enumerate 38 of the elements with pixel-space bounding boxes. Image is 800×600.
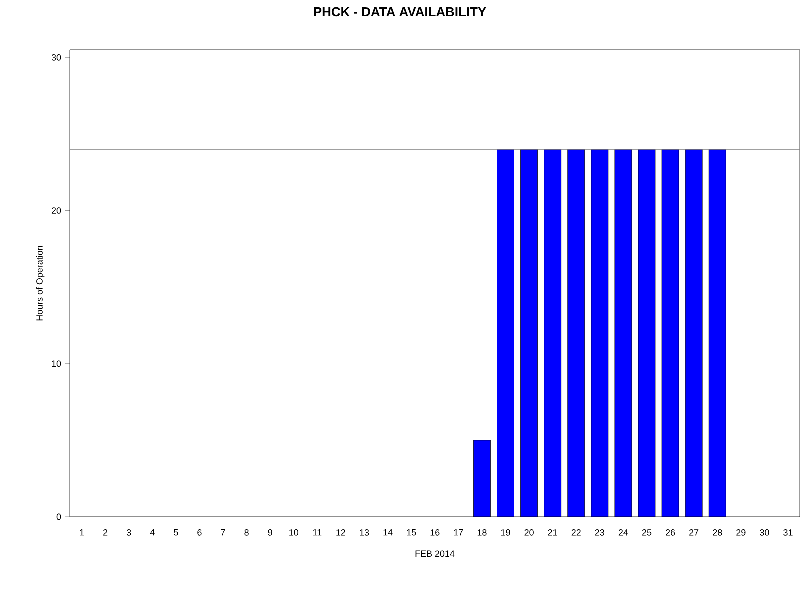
y-axis-title: Hours of Operation [36,246,45,321]
x-tick-label: 5 [174,530,178,536]
x-tick-label: 8 [244,530,249,536]
x-tick-label: 17 [454,530,464,536]
y-tick-label: 30 [52,54,62,61]
x-tick-label: 31 [784,530,793,536]
x-tick-label: 24 [618,530,628,536]
x-tick-label: 29 [736,530,746,536]
x-tick-label: 28 [713,530,722,536]
x-tick-label: 27 [690,530,699,536]
y-tick-label: 20 [52,208,62,214]
x-tick-label: 22 [572,530,581,536]
y-tick-label: 0 [56,514,62,520]
x-tick-label: 10 [290,530,299,536]
x-axis-title: FEB 2014 [416,550,455,558]
x-tick-label: 21 [548,530,558,536]
x-tick-label: 16 [430,530,440,536]
x-tick-label: 25 [642,530,652,536]
x-tick-label: 1 [80,530,84,536]
x-tick-label: 30 [760,530,770,536]
x-tick-label: 3 [126,530,132,536]
y-tick-label: 10 [52,360,62,368]
x-tick-label: 11 [313,530,322,536]
x-tick-label: 13 [360,530,370,536]
x-tick-label: 18 [478,530,487,536]
x-tick-label: 14 [384,530,393,536]
x-tick-label: 15 [407,530,416,536]
x-tick-label: 19 [501,530,510,536]
x-tick-label: 2 [104,530,108,536]
x-tick-label: 12 [336,530,346,536]
x-tick-label: 23 [595,530,605,536]
x-tick-label: 7 [221,530,226,536]
x-tick-label: 9 [268,530,272,536]
x-tick-label: 4 [150,530,155,536]
x-tick-label: 6 [198,530,202,536]
chart-title: PHCK - DATA AVAILABILITY [314,7,486,17]
x-tick-label: 20 [524,530,534,536]
x-tick-label: 26 [666,530,676,536]
